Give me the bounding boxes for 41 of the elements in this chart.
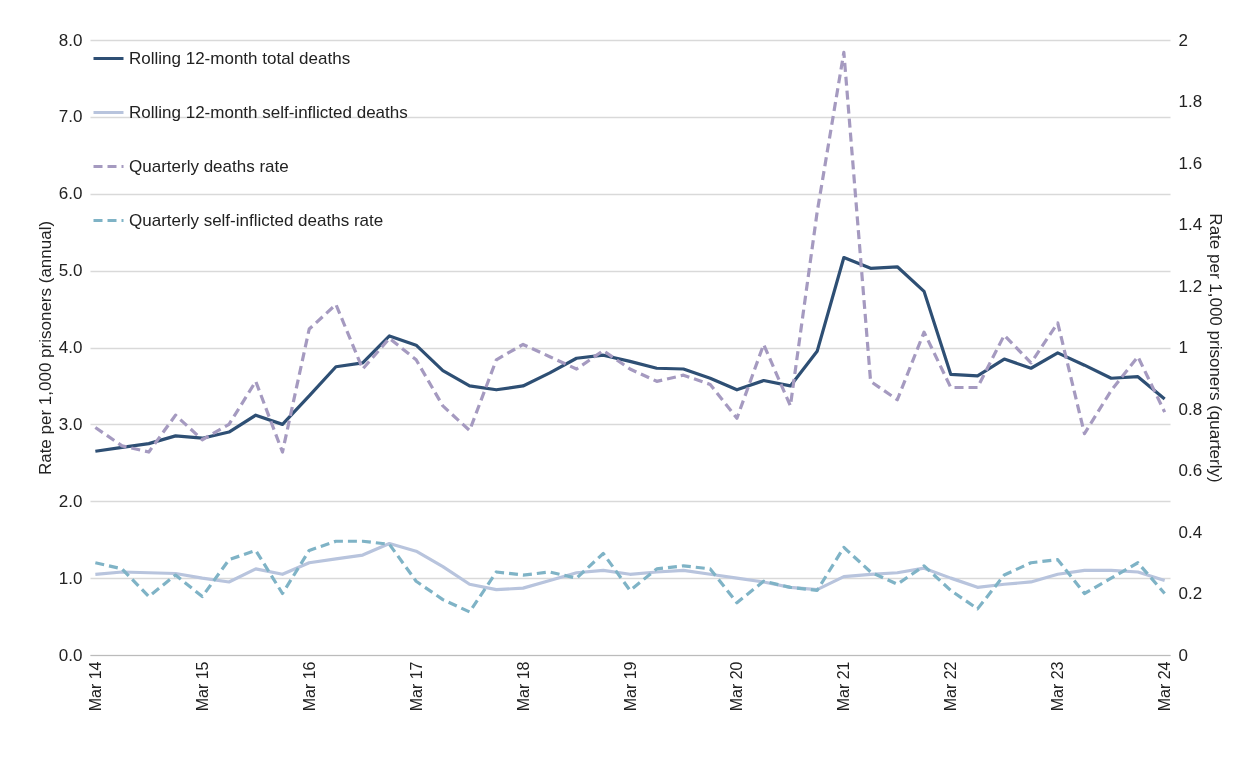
x-tick-label: Mar 14 [86, 661, 104, 712]
y2-tick-label: 1 [1178, 338, 1188, 357]
y-tick-label: 0.0 [58, 645, 83, 665]
y-tick-label: 2.0 [58, 491, 83, 511]
y2-tick-label: 1.8 [1178, 92, 1203, 111]
y2-tick-label: 0.4 [1178, 522, 1203, 542]
x-tick-label: Mar 21 [835, 661, 853, 712]
legend-label: Rolling 12-month total deaths [129, 48, 351, 68]
y2-tick-label: 1.6 [1178, 153, 1203, 173]
x-tick-label: Mar 15 [193, 661, 211, 712]
legend-label: Rolling 12-month self-inflicted deaths [129, 102, 408, 122]
legend-label: Quarterly self-inflicted deaths rate [129, 210, 384, 230]
y-tick-label: 8.0 [58, 30, 83, 50]
y-axis-title: Rate per 1,000 prisoners (annual) [35, 220, 55, 476]
line-series [93, 50, 1167, 454]
y-tick-label: 1.0 [58, 568, 83, 588]
x-tick-label: Mar 22 [942, 661, 960, 712]
y2-tick-label: 0.2 [1178, 584, 1203, 603]
y-tick-label: 3.0 [58, 414, 83, 434]
y2-tick-label: 1.2 [1178, 276, 1203, 296]
y2-tick-label: 0 [1178, 645, 1188, 665]
x-tick-label: Mar 16 [300, 661, 318, 712]
x-tick-label: Mar 23 [1049, 661, 1067, 712]
x-tick-label: Mar 18 [514, 661, 532, 712]
y2-tick-label: 1.4 [1178, 215, 1203, 234]
line-series [93, 255, 1167, 453]
y-tick-label: 5.0 [58, 261, 83, 281]
x-tick-label: Mar 19 [621, 661, 639, 712]
line-series [93, 539, 1167, 614]
legend-label: Quarterly deaths rate [129, 156, 289, 176]
y2-tick-label: 2 [1178, 30, 1188, 50]
y2-tick-label: 0.6 [1178, 461, 1203, 480]
x-tick-label: Mar 17 [407, 661, 425, 712]
y2-tick-label: 0.8 [1178, 399, 1203, 419]
x-tick-label: Mar 24 [1156, 661, 1174, 712]
line-series [93, 541, 1167, 592]
y2-axis-title: Rate per 1,000 prisoners (quarterly) [1206, 213, 1226, 483]
x-tick-label: Mar 20 [728, 661, 746, 712]
y-tick-label: 7.0 [58, 107, 83, 127]
y-tick-label: 4.0 [58, 338, 83, 357]
y-tick-label: 6.0 [58, 184, 83, 204]
